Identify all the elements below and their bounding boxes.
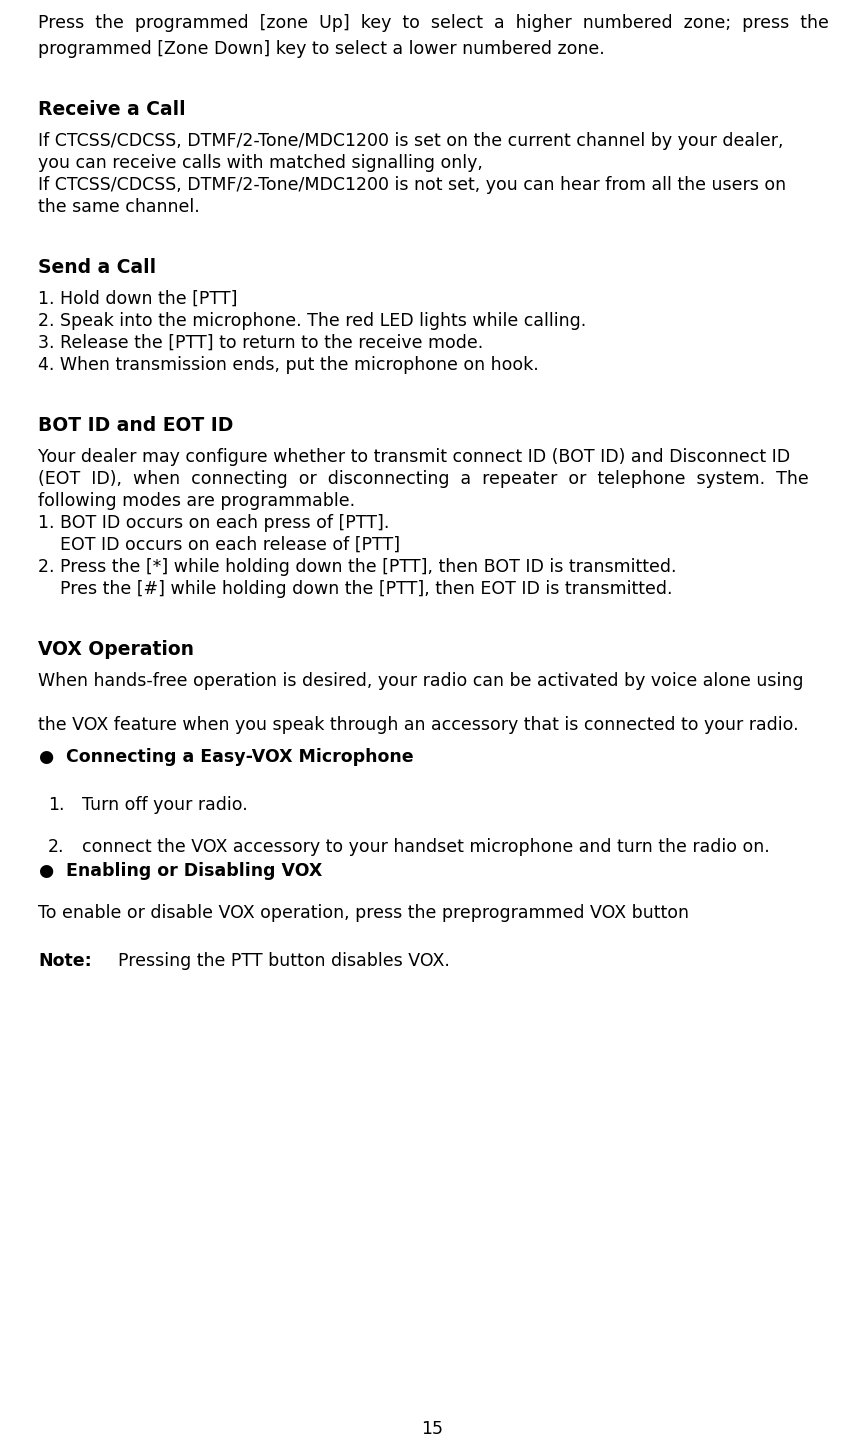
Text: Turn off your radio.: Turn off your radio.: [82, 796, 248, 814]
Text: connect the VOX accessory to your handset microphone and turn the radio on.: connect the VOX accessory to your handse…: [82, 839, 770, 856]
Text: If CTCSS/CDCSS, DTMF/2-Tone/MDC1200 is not set, you can hear from all the users : If CTCSS/CDCSS, DTMF/2-Tone/MDC1200 is n…: [38, 176, 786, 194]
Text: When hands-free operation is desired, your radio can be activated by voice alone: When hands-free operation is desired, yo…: [38, 673, 804, 690]
Text: To enable or disable VOX operation, press the preprogrammed VOX button: To enable or disable VOX operation, pres…: [38, 904, 689, 922]
Text: Your dealer may configure whether to transmit connect ID (BOT ID) and Disconnect: Your dealer may configure whether to tra…: [38, 448, 790, 466]
Text: If CTCSS/CDCSS, DTMF/2-Tone/MDC1200 is set on the current channel by your dealer: If CTCSS/CDCSS, DTMF/2-Tone/MDC1200 is s…: [38, 132, 784, 150]
Text: ●: ●: [38, 862, 53, 879]
Text: 2. Press the [*] while holding down the [PTT], then BOT ID is transmitted.: 2. Press the [*] while holding down the …: [38, 558, 677, 577]
Text: the VOX feature when you speak through an accessory that is connected to your ra: the VOX feature when you speak through a…: [38, 716, 798, 734]
Text: 1.: 1.: [48, 796, 65, 814]
Text: 2.: 2.: [48, 839, 65, 856]
Text: 2. Speak into the microphone. The red LED lights while calling.: 2. Speak into the microphone. The red LE…: [38, 312, 587, 331]
Text: 4. When transmission ends, put the microphone on hook.: 4. When transmission ends, put the micro…: [38, 357, 539, 374]
Text: Pressing the PTT button disables VOX.: Pressing the PTT button disables VOX.: [96, 952, 450, 970]
Text: VOX Operation: VOX Operation: [38, 641, 194, 660]
Text: 3. Release the [PTT] to return to the receive mode.: 3. Release the [PTT] to return to the re…: [38, 333, 483, 352]
Text: the same channel.: the same channel.: [38, 198, 200, 215]
Text: you can receive calls with matched signalling only,: you can receive calls with matched signa…: [38, 154, 483, 172]
Text: Send a Call: Send a Call: [38, 258, 156, 277]
Text: EOT ID occurs on each release of [PTT]: EOT ID occurs on each release of [PTT]: [60, 536, 400, 553]
Text: Connecting a Easy-VOX Microphone: Connecting a Easy-VOX Microphone: [66, 748, 414, 766]
Text: Pres the [#] while holding down the [PTT], then EOT ID is transmitted.: Pres the [#] while holding down the [PTT…: [60, 579, 672, 598]
Text: 15: 15: [421, 1420, 443, 1439]
Text: Press  the  programmed  [zone  Up]  key  to  select  a  higher  numbered  zone; : Press the programmed [zone Up] key to se…: [38, 15, 829, 32]
Text: 1. Hold down the [PTT]: 1. Hold down the [PTT]: [38, 290, 238, 309]
Text: 1. BOT ID occurs on each press of [PTT].: 1. BOT ID occurs on each press of [PTT].: [38, 514, 390, 531]
Text: ●: ●: [38, 748, 53, 766]
Text: programmed [Zone Down] key to select a lower numbered zone.: programmed [Zone Down] key to select a l…: [38, 39, 605, 58]
Text: BOT ID and EOT ID: BOT ID and EOT ID: [38, 416, 233, 435]
Text: following modes are programmable.: following modes are programmable.: [38, 492, 355, 510]
Text: (EOT  ID),  when  connecting  or  disconnecting  a  repeater  or  telephone  sys: (EOT ID), when connecting or disconnecti…: [38, 470, 809, 488]
Text: Note:: Note:: [38, 952, 92, 970]
Text: Receive a Call: Receive a Call: [38, 100, 186, 119]
Text: Enabling or Disabling VOX: Enabling or Disabling VOX: [66, 862, 322, 879]
